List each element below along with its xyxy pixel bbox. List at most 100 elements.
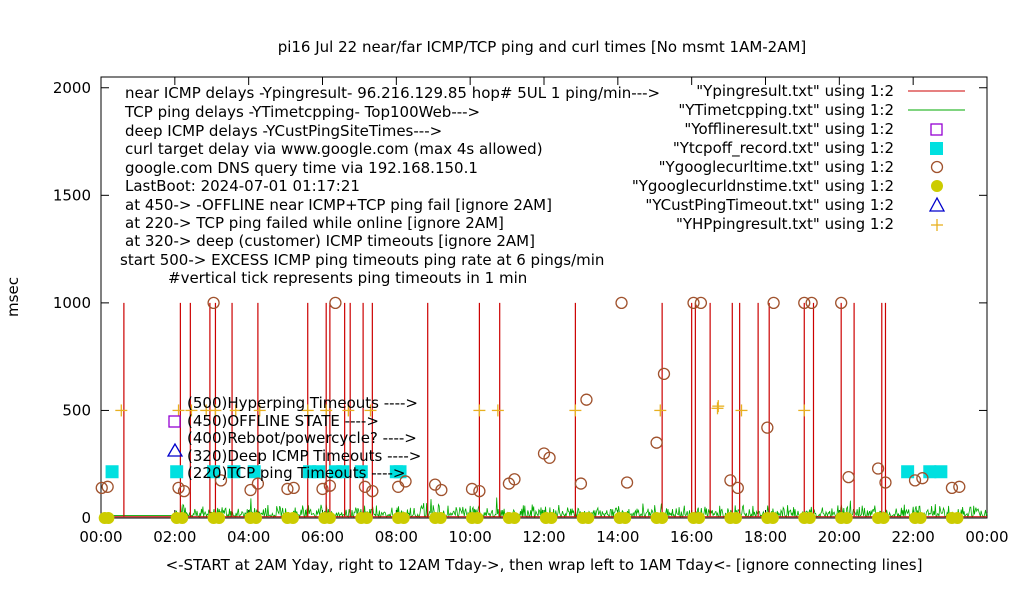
- curl-point: [724, 474, 737, 487]
- tcpoff-point: [207, 465, 221, 479]
- hyperping-point: [798, 404, 811, 417]
- hyperping-point: [253, 404, 266, 417]
- curl-point: [879, 476, 892, 489]
- chart-title: pi16 Jul 22 near/far ICMP/TCP ping and c…: [278, 38, 807, 56]
- hyperping-point: [320, 404, 333, 417]
- dns-point: [286, 512, 299, 524]
- hyperping-point: [229, 404, 242, 417]
- hyperping-point: [654, 404, 667, 417]
- x-tick-label: 22:00: [892, 528, 935, 546]
- dns-point: [360, 512, 373, 524]
- curl-point: [835, 296, 848, 310]
- dns-point: [766, 512, 779, 524]
- hyperping-point: [473, 404, 486, 417]
- curl-point: [207, 296, 220, 310]
- curl-point: [657, 367, 671, 381]
- legend-item: "YHPpingresult.txt" using 1:2: [676, 215, 894, 233]
- hyperping-point: [172, 404, 185, 417]
- hyperping-point: [491, 404, 504, 417]
- x-tick-label: 14:00: [596, 528, 639, 546]
- legend-item: "Ygooglecurldnstime.txt" using 1:2: [632, 177, 894, 195]
- curl-point: [316, 482, 329, 496]
- curl-point: [366, 484, 379, 498]
- curl-point: [251, 477, 265, 490]
- curl-point: [650, 436, 663, 449]
- dns-point: [693, 512, 706, 524]
- x-tick-label: 06:00: [301, 528, 344, 546]
- dns-point: [656, 512, 669, 524]
- hyperping-point: [569, 404, 582, 417]
- inner-legend: (500)Hyperping Timeouts ----> (450)OFFLI…: [166, 394, 421, 482]
- legend-open-square-icon: [930, 123, 943, 136]
- note-line: near ICMP delays -Ypingresult- 96.216.12…: [125, 84, 660, 102]
- curl-point: [842, 470, 855, 484]
- curl-point: [908, 474, 922, 487]
- tcpoff-point: [105, 465, 119, 479]
- tcpoff-point: [170, 465, 184, 479]
- curl-point: [574, 477, 588, 490]
- hyperping-point: [185, 404, 198, 417]
- series-dns-points: [98, 512, 964, 524]
- inner-legend-item: (320)Deep ICMP Timeouts ---->: [187, 447, 421, 465]
- note-line: deep ICMP delays -YCustPingSiteTimes--->: [125, 122, 442, 140]
- tcpoff-point: [312, 465, 326, 479]
- dns-point: [582, 512, 595, 524]
- dns-point: [508, 512, 521, 524]
- tcpoff-point: [227, 465, 241, 479]
- legend-open-circle-icon: [930, 160, 944, 174]
- note-line: start 500-> EXCESS ICMP ping timeouts pi…: [120, 251, 604, 269]
- curl-point: [620, 476, 634, 489]
- curl-point: [761, 421, 774, 434]
- curl-point: [281, 482, 294, 496]
- series-curl-points: [95, 296, 966, 498]
- x-tick-label: 10:00: [449, 528, 492, 546]
- y-tick-label: 0: [81, 509, 91, 527]
- curl-point: [543, 451, 556, 464]
- y-axis-label: msec: [4, 277, 22, 317]
- curl-point: [694, 296, 708, 310]
- hyperping-point: [115, 404, 128, 417]
- hyperping-point: [735, 404, 748, 417]
- dns-point: [323, 512, 336, 524]
- curl-point: [767, 296, 780, 310]
- inner-legend-item: (450)OFFLINE STATE ---->: [187, 412, 379, 430]
- curl-point: [916, 472, 929, 485]
- legend-triangle-icon: [928, 196, 946, 212]
- x-tick-label: 18:00: [744, 528, 787, 546]
- dns-point: [840, 512, 853, 524]
- y-tick-label: 2000: [53, 79, 91, 97]
- legend-plus-icon: [931, 219, 943, 231]
- tcpoff-point: [923, 465, 937, 479]
- y-axis-ticks: 0 500 1000 1500 2000: [53, 79, 987, 527]
- inner-legend-triangle-icon: [166, 442, 184, 457]
- hyperping-point: [342, 404, 355, 417]
- x-axis-label: <-START at 2AM Yday, right to 12AM Tday-…: [166, 556, 923, 574]
- tcpoff-point: [354, 465, 368, 479]
- curl-point: [465, 482, 479, 496]
- dns-point: [729, 512, 742, 524]
- tcpoff-point: [901, 465, 915, 479]
- x-tick-label: 08:00: [375, 528, 418, 546]
- dns-point: [213, 512, 226, 524]
- x-tick-label: 00:00: [79, 528, 122, 546]
- curl-point: [214, 474, 228, 487]
- curl-point: [177, 484, 191, 498]
- dns-point: [803, 512, 816, 524]
- hyperping-point: [712, 400, 725, 413]
- curl-point: [287, 481, 300, 495]
- legend-item: "Yofflineresult.txt" using 1:2: [684, 120, 894, 138]
- series-hyperping-points: [115, 400, 811, 417]
- legend-filled-circle-icon: [931, 180, 943, 192]
- note-line: LastBoot: 2024-07-01 01:17:21: [125, 177, 360, 195]
- x-tick-label: 16:00: [670, 528, 713, 546]
- chart-annotations: near ICMP delays -Ypingresult- 96.216.12…: [120, 84, 660, 287]
- hyperping-point: [711, 402, 724, 415]
- inner-legend-item: (400)Reboot/powercycle? ---->: [187, 429, 417, 447]
- note-line: TCP ping delays -YTimetcpping- Top100Web…: [124, 103, 480, 121]
- legend-item: "Ypingresult.txt" using 1:2: [696, 82, 894, 100]
- curl-point: [473, 484, 486, 498]
- legend-item: "Ytcpoff_record.txt" using 1:2: [673, 139, 894, 158]
- curl-point: [392, 480, 405, 493]
- inner-legend-item: (500)Hyperping Timeouts ---->: [187, 394, 418, 412]
